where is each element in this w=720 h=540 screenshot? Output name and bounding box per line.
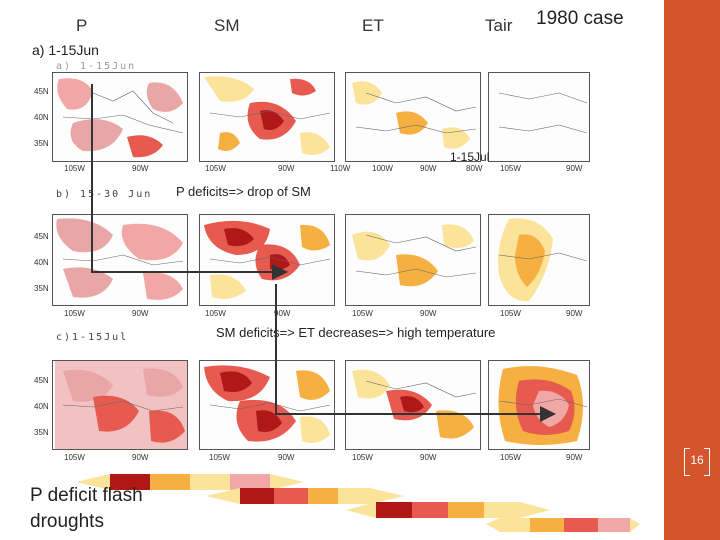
lon-label: 105W [500, 164, 521, 173]
overlay-date-label: 1-15Jul [450, 150, 490, 164]
arrow-p-to-sm [91, 84, 288, 280]
arrows-overlay [91, 84, 556, 422]
lon-label: 105W [352, 309, 373, 318]
header-sm: SM [214, 16, 240, 35]
annotation-p-deficit: P deficits=> drop of SM [176, 184, 311, 199]
row-label-a-faded: a) 1-15Jun [56, 61, 137, 72]
page-number: 16 [690, 453, 704, 467]
lon-label: 105W [352, 453, 373, 462]
page-number-box: 16 [680, 444, 714, 478]
lat-label: 45N [34, 87, 49, 96]
lon-label: 80W [466, 164, 483, 173]
lon-label: 100W [372, 164, 393, 173]
bottom-title: P deficit flash droughts [30, 485, 143, 532]
lon-label: 90W [278, 453, 295, 462]
lon-label: 105W [205, 309, 226, 318]
header-et: ET [362, 16, 384, 35]
row-label-a: a) 1-15Jun [32, 42, 99, 58]
lon-label: 90W [132, 309, 149, 318]
header-tair: Tair [485, 16, 513, 35]
lon-label: 105W [205, 164, 226, 173]
arrow-sm-to-tair [275, 284, 556, 422]
lon-label: 90W [132, 164, 149, 173]
map-panel-b-et [345, 214, 481, 306]
lat-label: 35N [34, 284, 49, 293]
lat-label: 45N [34, 376, 49, 385]
bracket-left-icon [684, 448, 690, 476]
lon-label: 105W [500, 309, 521, 318]
annotation-box-p: P deficits=> drop of SM [172, 180, 348, 202]
annotation-sm-deficit: SM deficits=> ET decreases=> high temper… [216, 325, 496, 340]
lon-label: 90W [566, 309, 583, 318]
lat-label: 40N [34, 258, 49, 267]
lon-label: 90W [420, 453, 437, 462]
lat-label: 35N [34, 428, 49, 437]
map-panel-a-tair [488, 72, 590, 162]
lon-label: 105W [64, 453, 85, 462]
lat-label: 45N [34, 232, 49, 241]
annotation-box-sm: SM deficits=> ET decreases=> high temper… [212, 322, 576, 344]
lat-label: 35N [34, 139, 49, 148]
lon-label: 90W [132, 453, 149, 462]
lon-label: 90W [278, 164, 295, 173]
lon-label: 90W [420, 164, 437, 173]
case-title: 1980 case [536, 8, 624, 29]
lon-label: 105W [500, 453, 521, 462]
row-label-b: b) 15-30 Jun [56, 189, 153, 200]
lat-label: 40N [34, 113, 49, 122]
lon-label: 90W [274, 309, 291, 318]
lon-label: 105W [64, 309, 85, 318]
map-panel-b-tair [488, 214, 590, 306]
map-panel-a-p [52, 72, 188, 162]
map-panel-c-p [52, 360, 188, 450]
map-panel-a-sm [199, 72, 335, 162]
row-label-c: c)1-15Jul [56, 332, 129, 343]
header-p: P [76, 16, 88, 35]
map-panel-a-et [345, 72, 481, 162]
map-panel-c-sm [199, 360, 335, 450]
colorbars [76, 474, 640, 532]
lon-label: 105W [209, 453, 230, 462]
map-panel-c-et [345, 360, 481, 450]
lon-label: 90W [420, 309, 437, 318]
bracket-right-icon [704, 448, 710, 476]
lon-label: 110W [330, 164, 351, 173]
lon-label: 90W [566, 453, 583, 462]
map-panel-b-p [52, 214, 188, 306]
lon-label: 90W [566, 164, 583, 173]
map-panel-c-tair [488, 360, 590, 450]
lon-label: 105W [64, 164, 85, 173]
lat-label: 40N [34, 402, 49, 411]
